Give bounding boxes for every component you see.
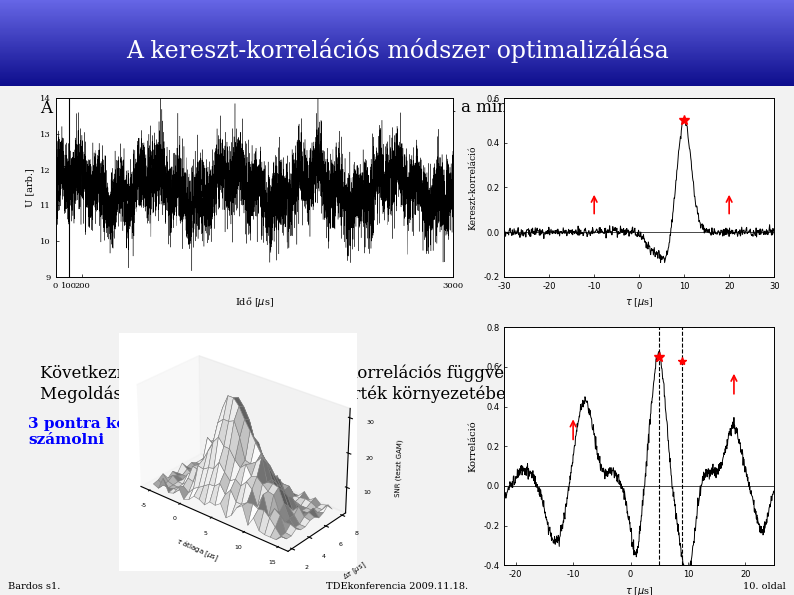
X-axis label: Idő [$\mu$s]: Idő [$\mu$s] bbox=[234, 295, 274, 309]
Bar bbox=[0, 38, 794, 39]
Text: Következmény: rövid szakaszokon a korrelációs függvény nagy hibával terhelt.: Következmény: rövid szakaszokon a korrel… bbox=[40, 364, 703, 382]
Bar bbox=[0, 24, 794, 25]
Bar bbox=[0, 56, 794, 57]
Bar bbox=[0, 69, 794, 70]
Bar bbox=[0, 78, 794, 79]
Bar bbox=[0, 2, 794, 4]
Bar bbox=[0, 1, 794, 2]
Bar bbox=[0, 33, 794, 34]
Bar bbox=[0, 84, 794, 86]
Bar bbox=[0, 11, 794, 12]
Text: TDEkonferencia 2009.11.18.: TDEkonferencia 2009.11.18. bbox=[326, 581, 468, 591]
Bar bbox=[0, 13, 794, 14]
Text: 3 pontra kell
számolni: 3 pontra kell számolni bbox=[28, 417, 137, 447]
Bar bbox=[0, 23, 794, 24]
Bar bbox=[0, 50, 794, 51]
Bar bbox=[0, 0, 794, 1]
Bar bbox=[0, 83, 794, 84]
Bar bbox=[0, 35, 794, 36]
Y-axis label: $\Delta\tau$ [$\mu$s]: $\Delta\tau$ [$\mu$s] bbox=[341, 560, 368, 584]
Text: Bardos s1.: Bardos s1. bbox=[8, 581, 60, 591]
Bar bbox=[0, 39, 794, 40]
Bar bbox=[0, 34, 794, 35]
Bar bbox=[0, 60, 794, 61]
Bar bbox=[0, 17, 794, 18]
Bar bbox=[0, 43, 794, 44]
Y-axis label: Korreláció: Korreláció bbox=[468, 421, 478, 472]
Bar bbox=[0, 55, 794, 56]
Bar bbox=[0, 59, 794, 60]
Bar bbox=[0, 76, 794, 77]
Y-axis label: Kereszt-korreláció: Kereszt-korreláció bbox=[468, 145, 478, 230]
Bar bbox=[0, 65, 794, 67]
Bar bbox=[0, 18, 794, 19]
Bar bbox=[0, 20, 794, 21]
Bar bbox=[0, 14, 794, 15]
Bar bbox=[0, 63, 794, 64]
Bar bbox=[0, 81, 794, 82]
Bar bbox=[0, 21, 794, 23]
Bar bbox=[0, 45, 794, 46]
Bar bbox=[0, 73, 794, 74]
Bar bbox=[0, 4, 794, 5]
Text: Megoldás: számolás csak a várható érték környezetében.: Megoldás: számolás csak a várható érték … bbox=[40, 385, 522, 403]
Bar bbox=[0, 75, 794, 76]
Bar bbox=[0, 74, 794, 75]
Bar bbox=[0, 44, 794, 45]
Bar bbox=[0, 8, 794, 9]
Bar bbox=[0, 7, 794, 8]
Bar bbox=[0, 58, 794, 59]
Bar bbox=[0, 54, 794, 55]
X-axis label: $\tau$ átlaga [$\mu$s]: $\tau$ átlaga [$\mu$s] bbox=[174, 536, 220, 564]
Bar bbox=[0, 46, 794, 48]
Bar bbox=[0, 82, 794, 83]
Bar bbox=[0, 68, 794, 69]
Bar bbox=[0, 29, 794, 30]
Bar bbox=[0, 48, 794, 49]
Bar bbox=[0, 27, 794, 29]
Bar bbox=[0, 12, 794, 13]
Bar bbox=[0, 71, 794, 73]
Bar bbox=[0, 36, 794, 37]
Text: A korrelációs függvény hibája arányos: A korrelációs függvény hibája arányos bbox=[40, 99, 368, 117]
Bar bbox=[0, 30, 794, 31]
Bar bbox=[0, 42, 794, 43]
Bar bbox=[0, 10, 794, 11]
Text: $1/\sqrt{n}$: $1/\sqrt{n}$ bbox=[315, 98, 362, 120]
Bar bbox=[0, 70, 794, 71]
Bar bbox=[0, 5, 794, 6]
Bar bbox=[0, 32, 794, 33]
Bar bbox=[0, 62, 794, 63]
Bar bbox=[0, 31, 794, 32]
X-axis label: $\tau$ [$\mu$s]: $\tau$ [$\mu$s] bbox=[625, 585, 653, 595]
Bar bbox=[0, 57, 794, 58]
Bar bbox=[0, 40, 794, 42]
Bar bbox=[0, 79, 794, 80]
Bar bbox=[0, 26, 794, 27]
Bar bbox=[0, 61, 794, 62]
Bar bbox=[0, 37, 794, 38]
Text: -nel, ahol n a minták száma.: -nel, ahol n a minták száma. bbox=[362, 99, 598, 116]
Bar bbox=[0, 19, 794, 20]
Text: A kereszt-korrelációs módszer optimalizálása: A kereszt-korrelációs módszer optimalizá… bbox=[125, 37, 669, 62]
Bar bbox=[0, 80, 794, 81]
Bar bbox=[0, 15, 794, 17]
Text: 10. oldal: 10. oldal bbox=[743, 581, 786, 591]
Bar bbox=[0, 6, 794, 7]
Bar bbox=[0, 9, 794, 10]
X-axis label: $\tau$ [$\mu$s]: $\tau$ [$\mu$s] bbox=[625, 296, 653, 309]
Bar bbox=[0, 25, 794, 26]
Bar bbox=[0, 52, 794, 54]
Bar bbox=[0, 51, 794, 52]
Bar bbox=[0, 77, 794, 78]
Bar bbox=[0, 64, 794, 65]
Bar bbox=[0, 67, 794, 68]
Y-axis label: U [arb.]: U [arb.] bbox=[25, 168, 34, 207]
Bar bbox=[0, 49, 794, 50]
